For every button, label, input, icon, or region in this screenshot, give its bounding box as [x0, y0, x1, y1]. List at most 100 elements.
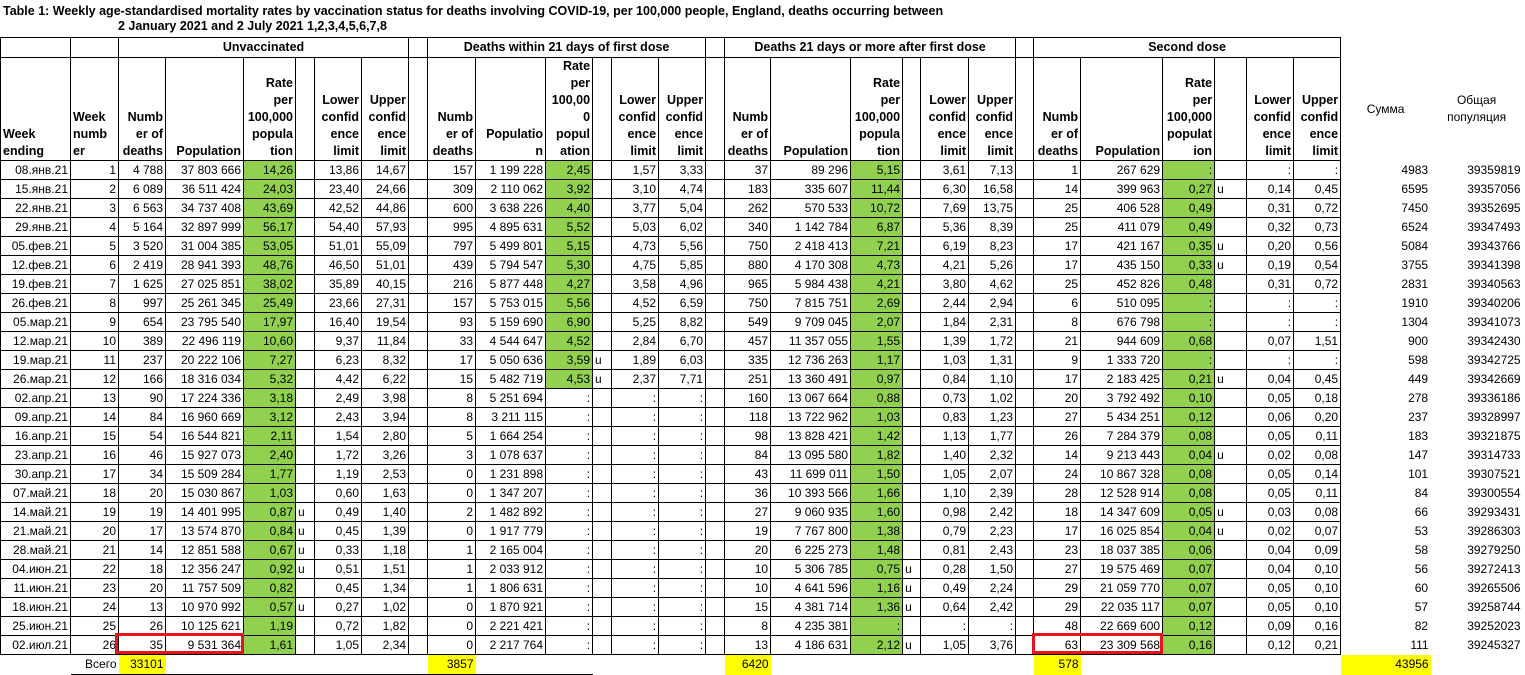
table-row: 16.апр.21 15 54 16 544 821 2,11 1,54 2,80 5 1 66…: [0, 426, 1523, 446]
empty-cell: [851, 655, 903, 675]
gap-cell: [705, 483, 726, 503]
first-dose-within-21-population-cell: 1 231 898: [475, 464, 547, 484]
first-dose-21-plus-reliability-flag: [902, 331, 922, 351]
total-population-cell: 39265506: [1467, 580, 1521, 595]
week-number-cell: 17: [70, 464, 119, 484]
second-dose-lower-limit-cell: 0,02: [1246, 445, 1295, 465]
header-first-dose-21-plus-rate: Rate per 100,000 popula tion: [850, 57, 904, 161]
second-dose-rate-cell: :: [1162, 160, 1216, 180]
unvaccinated-deaths-cell: 17: [118, 521, 166, 541]
total-population-cell: 39328997: [1467, 409, 1521, 424]
week-number-cell: 24: [70, 597, 119, 617]
first-dose-21-plus-population-cell: 335 607: [770, 179, 852, 199]
unvaccinated-reliability-flag: u: [295, 521, 315, 541]
first-dose-21-plus-reliability-flag: [902, 293, 922, 313]
unvaccinated-upper-limit-cell: 11,84: [360, 331, 410, 351]
second-dose-rate-cell: 0,27: [1162, 179, 1216, 199]
total-population-cell: 39357056: [1467, 181, 1521, 196]
first-dose-within-21-upper-limit-cell: :: [658, 521, 707, 541]
week-number-cell: 3: [70, 198, 119, 218]
second-dose-upper-limit-cell: 0,11: [1293, 483, 1342, 503]
week-ending-cell: 19.фев.21: [0, 274, 71, 294]
empty-cell: [1215, 655, 1247, 675]
first-dose-21-plus-lower-limit-cell: 6,19: [920, 236, 970, 256]
header-second-dose-lower: Lower confid ence limit: [1246, 57, 1295, 161]
unvaccinated-deaths-cell: 3 520: [118, 236, 166, 256]
unvaccinated-lower-limit-cell: 4,42: [314, 369, 362, 389]
first-dose-21-plus-lower-limit-cell: 1,05: [920, 635, 970, 655]
unvaccinated-upper-limit-cell: 1,34: [360, 578, 410, 598]
first-dose-21-plus-population-cell: 11 699 011: [770, 464, 852, 484]
unvaccinated-reliability-flag: u: [295, 540, 315, 560]
gap-cell: [705, 502, 726, 522]
first-dose-21-plus-rate-cell: 2,69: [850, 293, 904, 313]
unvaccinated-reliability-flag: [295, 426, 315, 446]
second-dose-deaths-cell: 14: [1033, 445, 1082, 465]
second-dose-reliability-flag: [1214, 407, 1248, 427]
gap-cell: [1015, 179, 1035, 199]
gap-cell: [1015, 57, 1035, 161]
first-dose-within-21-lower-limit-cell: 4,52: [611, 293, 660, 313]
table-row: 23.апр.21 16 46 15 927 073 2,40 1,72 3,26 3 1 07…: [0, 445, 1523, 465]
gap-cell: [408, 57, 429, 161]
first-dose-within-21-reliability-flag: [592, 236, 613, 256]
first-dose-21-plus-reliability-flag: u: [902, 635, 922, 655]
second-dose-rate-cell: 0,07: [1162, 559, 1216, 579]
empty-cell: [771, 655, 851, 675]
empty-cell: [1294, 655, 1341, 675]
second-dose-reliability-flag: [1214, 559, 1248, 579]
first-dose-within-21-lower-limit-cell: 2,84: [611, 331, 660, 351]
unvaccinated-population-cell: 16 960 669: [165, 407, 244, 427]
gap-cell: [408, 37, 429, 58]
first-dose-within-21-rate-cell: 3,92: [545, 179, 594, 199]
second-dose-population-cell: 12 528 914: [1080, 483, 1164, 503]
first-dose-21-plus-population-cell: 7 767 800: [770, 521, 852, 541]
gap-cell: [1015, 502, 1035, 522]
first-dose-within-21-rate-cell: :: [545, 521, 594, 541]
unvaccinated-upper-limit-cell: 6,22: [360, 369, 410, 389]
first-dose-21-plus-lower-limit-cell: 1,40: [920, 445, 970, 465]
header-first-dose-21-plus-upper: Upper confid ence limit: [968, 57, 1017, 161]
first-dose-within-21-deaths-cell: 0: [427, 483, 477, 503]
unvaccinated-rate-cell: 17,97: [243, 312, 296, 332]
second-dose-deaths-cell: 26: [1033, 426, 1082, 446]
first-dose-21-plus-deaths-cell: 340: [724, 217, 772, 237]
gap-cell: [705, 369, 726, 389]
gap-cell: [408, 540, 429, 560]
unvaccinated-deaths-cell: 13: [118, 597, 166, 617]
unvaccinated-reliability-flag: [295, 388, 315, 408]
unvaccinated-population-cell: 25 261 345: [165, 293, 244, 313]
first-dose-within-21-deaths-cell: 0: [427, 464, 477, 484]
second-dose-lower-limit-cell: 0,20: [1246, 236, 1295, 256]
week-ending-cell: 08.янв.21: [0, 160, 71, 180]
second-dose-deaths-cell: 9: [1033, 350, 1082, 370]
first-dose-21-plus-reliability-flag: [902, 540, 922, 560]
gap-cell: [1015, 255, 1035, 275]
second-dose-population-cell: 2 183 425: [1080, 369, 1164, 389]
first-dose-within-21-lower-limit-cell: :: [611, 502, 660, 522]
first-dose-21-plus-lower-limit-cell: 0,73: [920, 388, 970, 408]
total-population-cell: 39342430: [1467, 333, 1521, 348]
unvaccinated-population-cell: 28 941 393: [165, 255, 244, 275]
sum-cell: 6524: [1401, 219, 1429, 234]
first-dose-within-21-lower-limit-cell: :: [611, 483, 660, 503]
first-dose-21-plus-deaths-cell: 750: [724, 236, 772, 256]
sum-cell: 60: [1414, 580, 1429, 595]
table-row: 22.янв.21 3 6 563 34 737 408 43,69 42,52 44,86…: [0, 198, 1523, 218]
first-dose-within-21-upper-limit-cell: :: [658, 407, 707, 427]
first-dose-within-21-reliability-flag: [592, 274, 613, 294]
unvaccinated-reliability-flag: [295, 407, 315, 427]
unvaccinated-upper-limit-cell: 1,18: [360, 540, 410, 560]
second-dose-deaths-cell: 29: [1033, 578, 1082, 598]
first-dose-within-21-upper-limit-cell: :: [658, 635, 707, 655]
gap-cell: [408, 597, 429, 617]
header-unvaccinated-lower: Lower confid ence limit: [314, 57, 362, 161]
gap-cell: [705, 236, 726, 256]
second-dose-deaths-cell: 21: [1033, 331, 1082, 351]
unvaccinated-deaths-cell: 6 089: [118, 179, 166, 199]
empty-cell: [165, 654, 244, 675]
first-dose-21-plus-population-cell: 13 722 962: [770, 407, 852, 427]
gap-cell: [408, 426, 429, 446]
second-dose-lower-limit-cell: 0,06: [1246, 407, 1295, 427]
header-unvaccinated-flag: [295, 57, 315, 161]
